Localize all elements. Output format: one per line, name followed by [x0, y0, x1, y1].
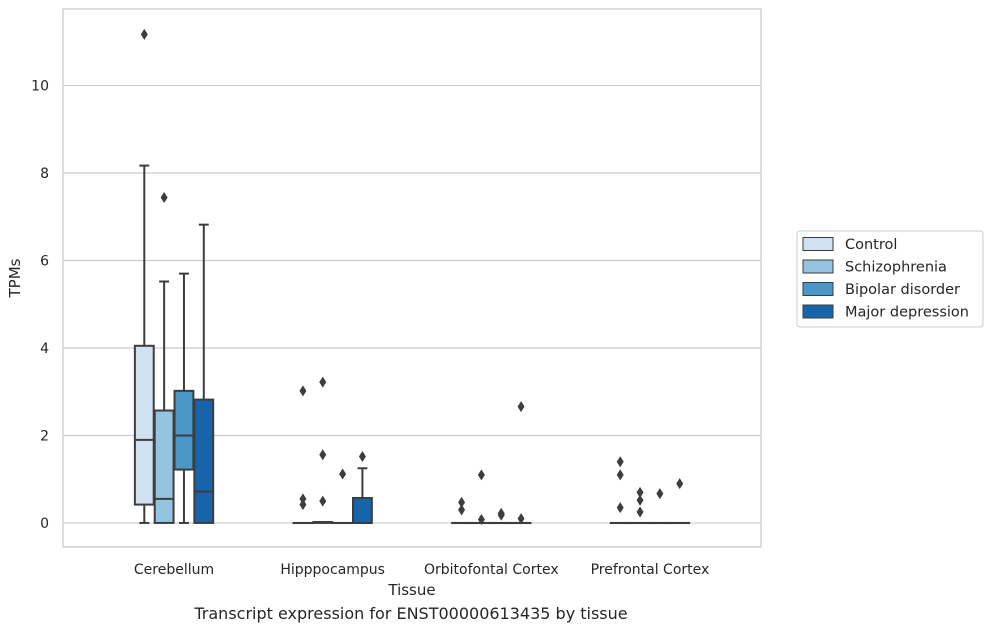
outlier-point [616, 469, 624, 481]
legend-label: Schizophrenia [845, 260, 947, 276]
y-tick-label: 10 [31, 79, 49, 95]
legend-swatch [802, 304, 834, 319]
outlier-point [656, 488, 664, 500]
outlier-point [299, 493, 307, 505]
x-tick-labels: Cerebellum Hipppocampus Orbitofontal Corte… [134, 562, 709, 578]
box-3-1 [629, 486, 651, 525]
outlier-point [319, 449, 327, 461]
outlier-point [517, 513, 525, 525]
x-tick-label: Hipppocampus [280, 562, 385, 578]
box-0-2 [173, 272, 195, 524]
box-1-3 [352, 450, 373, 524]
y-tick-label: 2 [40, 428, 49, 444]
iqr-box [173, 389, 195, 471]
outlier-point [477, 513, 485, 525]
outlier-point [497, 507, 505, 519]
legend-frame [796, 230, 984, 328]
y-axis-title: TPMs [6, 258, 24, 298]
outlier-point [616, 456, 624, 468]
box-0-1 [153, 192, 175, 524]
outlier-point [458, 504, 466, 516]
iqr-box [153, 409, 175, 524]
box-3-2 [649, 488, 671, 525]
y-tick-label: 0 [40, 516, 49, 532]
outlier-point [517, 401, 525, 413]
x-tick-label: Cerebellum [134, 562, 214, 578]
x-tick-label: Prefrontal Cortex [591, 562, 710, 578]
outlier-point [458, 496, 466, 508]
outlier-point [616, 502, 624, 514]
outlier-point [339, 468, 347, 480]
x-tick-label: Orbitofontal Cortex [424, 562, 559, 578]
box-1-0 [292, 385, 314, 525]
iqr-box [133, 344, 155, 506]
outlier-point [636, 506, 644, 518]
outlier-point [299, 385, 307, 397]
legend-label: Bipolar disorder [845, 282, 960, 298]
legend-swatch [802, 237, 834, 251]
y-tick-label: 4 [40, 341, 49, 357]
box-3-0 [609, 456, 631, 525]
legend-label: Major depression [845, 305, 969, 321]
outlier-point [140, 28, 148, 40]
legend-swatch [802, 259, 834, 274]
box-0-3 [193, 223, 215, 524]
outlier-point [319, 495, 327, 507]
box-2-3 [510, 401, 532, 525]
plot-frame [62, 8, 762, 548]
y-tick-label: 8 [40, 166, 49, 182]
box-3-3 [669, 478, 691, 525]
outlier-point [676, 478, 684, 490]
y-tick-labels: 0 2 4 6 8 10 [31, 79, 49, 532]
box-2-2 [490, 507, 512, 525]
legend-swatch [802, 282, 834, 296]
outlier-point [636, 486, 644, 498]
outlier-point [358, 450, 366, 462]
legend-label: Control [845, 237, 897, 253]
figure-caption: Transcript expression for ENST0000061343… [194, 604, 628, 623]
outlier-point [636, 494, 644, 506]
legend: Control Schizophrenia Bipolar disorder Majo… [796, 230, 984, 328]
y-tick-label: 6 [40, 254, 49, 270]
box-groups [133, 28, 691, 525]
iqr-box [352, 497, 373, 524]
outlier-point [319, 376, 327, 388]
x-axis-title: Tissue [387, 581, 435, 599]
outlier-point [299, 499, 307, 511]
outlier-point [477, 469, 485, 481]
box-0-0 [133, 28, 155, 524]
iqr-box [193, 398, 215, 524]
outlier-point [160, 192, 168, 204]
